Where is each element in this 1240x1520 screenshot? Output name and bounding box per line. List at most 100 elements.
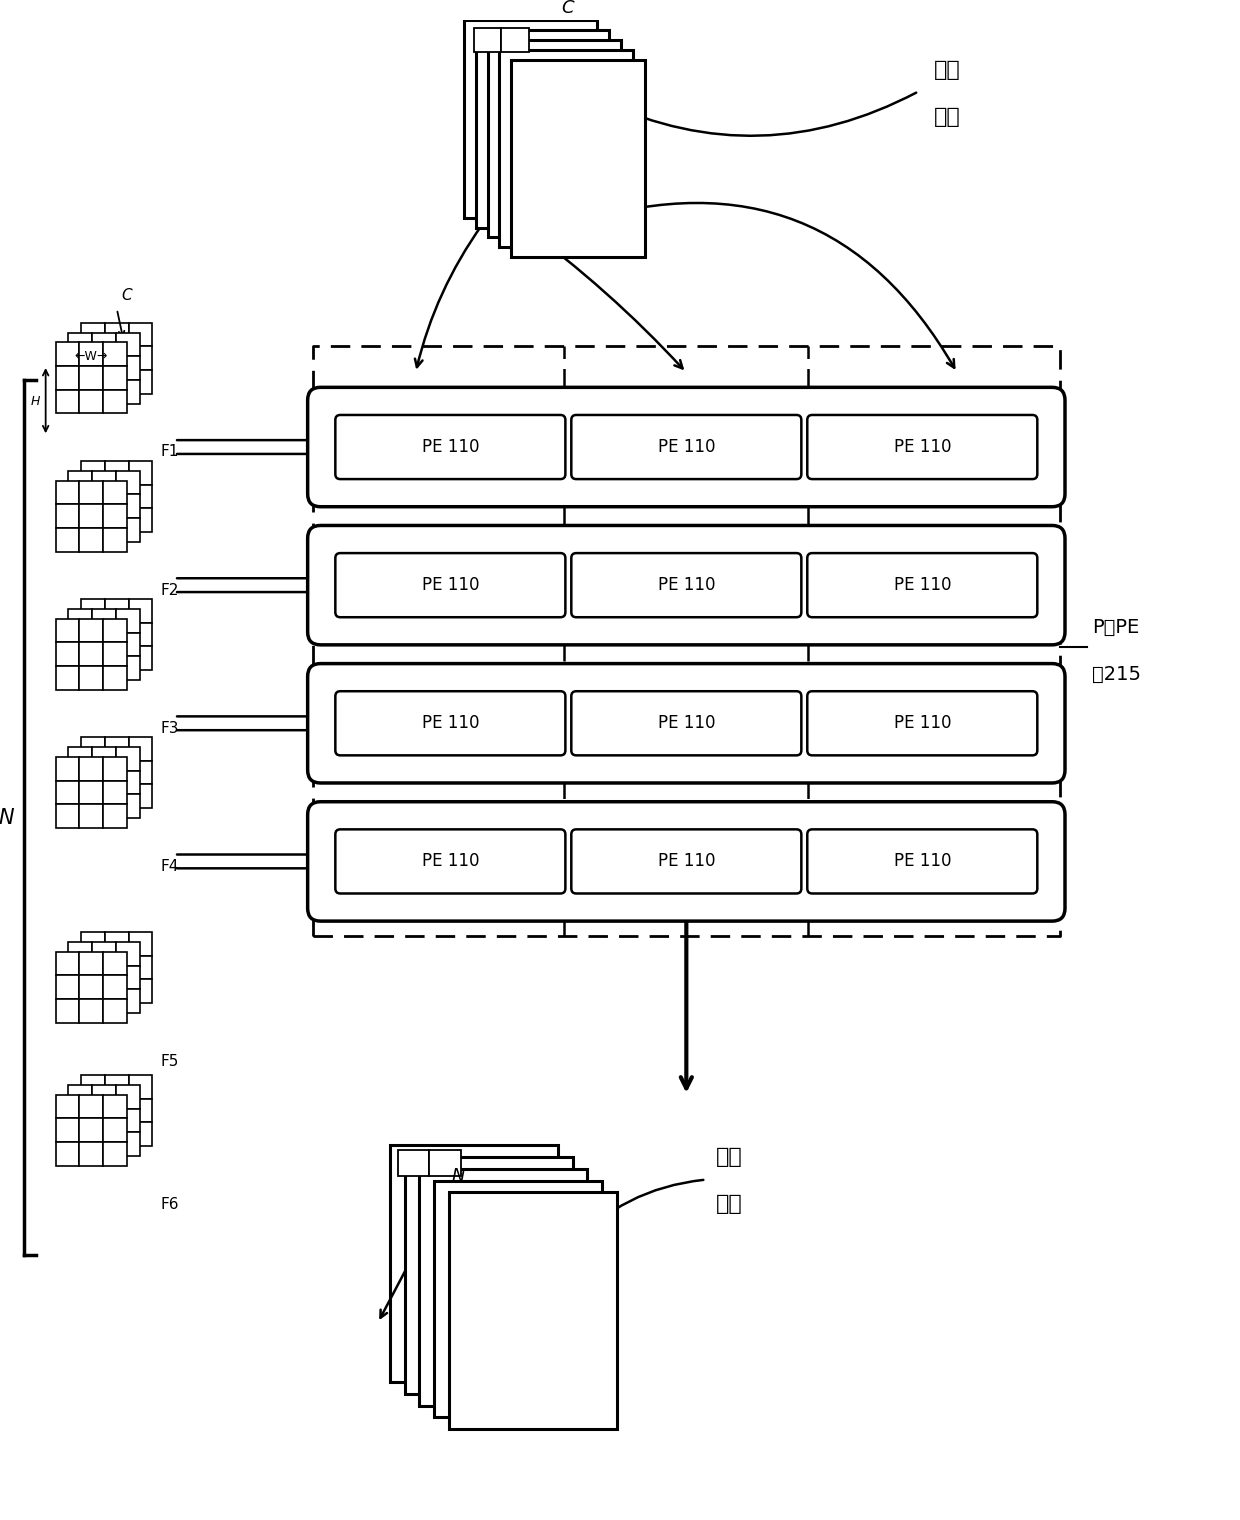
Bar: [68, 494, 92, 518]
Bar: [82, 737, 105, 762]
Bar: [56, 643, 79, 666]
Bar: [115, 657, 140, 679]
Bar: [103, 976, 126, 999]
Bar: [129, 599, 153, 623]
Bar: [419, 1169, 588, 1406]
Bar: [129, 932, 153, 956]
Bar: [82, 347, 105, 369]
Bar: [105, 599, 129, 623]
Text: 组215: 组215: [1091, 664, 1141, 684]
Bar: [56, 952, 79, 976]
Bar: [105, 762, 129, 784]
Bar: [82, 762, 105, 784]
Bar: [68, 632, 92, 657]
Text: F4: F4: [160, 859, 179, 874]
Bar: [68, 610, 92, 632]
Bar: [476, 30, 609, 228]
Bar: [129, 461, 153, 485]
Bar: [105, 737, 129, 762]
FancyBboxPatch shape: [335, 830, 565, 894]
Bar: [500, 50, 632, 248]
FancyBboxPatch shape: [308, 388, 1065, 506]
Bar: [68, 1132, 92, 1155]
Text: F2: F2: [160, 582, 179, 597]
Bar: [129, 508, 153, 532]
Bar: [79, 480, 103, 505]
Text: PE 110: PE 110: [422, 714, 479, 733]
Bar: [79, 366, 103, 389]
Text: F6: F6: [160, 1196, 179, 1211]
Bar: [68, 471, 92, 494]
Bar: [82, 322, 105, 347]
Text: N: N: [453, 1167, 465, 1186]
Text: 输出: 输出: [715, 1148, 743, 1167]
Bar: [56, 976, 79, 999]
Bar: [79, 1119, 103, 1142]
Bar: [68, 795, 92, 818]
Bar: [105, 932, 129, 956]
Text: C: C: [122, 287, 133, 302]
Bar: [129, 1099, 153, 1122]
Bar: [129, 646, 153, 670]
Bar: [82, 646, 105, 670]
Bar: [115, 1132, 140, 1155]
Bar: [79, 505, 103, 527]
Text: PE 110: PE 110: [657, 714, 715, 733]
Text: PE 110: PE 110: [894, 714, 951, 733]
Bar: [103, 666, 126, 690]
Bar: [56, 757, 79, 780]
Bar: [501, 29, 529, 52]
Bar: [79, 619, 103, 643]
Bar: [92, 1085, 115, 1108]
Bar: [68, 1108, 92, 1132]
Bar: [115, 1085, 140, 1108]
Bar: [56, 666, 79, 690]
Bar: [79, 804, 103, 828]
Bar: [129, 979, 153, 1003]
Bar: [115, 610, 140, 632]
Bar: [105, 1075, 129, 1099]
Bar: [56, 780, 79, 804]
Text: PE 110: PE 110: [894, 438, 951, 456]
Bar: [115, 795, 140, 818]
Bar: [82, 956, 105, 979]
Text: P个PE: P个PE: [1091, 617, 1140, 637]
FancyBboxPatch shape: [335, 692, 565, 755]
Bar: [82, 932, 105, 956]
Bar: [82, 508, 105, 532]
Bar: [68, 333, 92, 356]
Bar: [92, 494, 115, 518]
Bar: [92, 795, 115, 818]
Text: PE 110: PE 110: [422, 576, 479, 594]
Bar: [68, 356, 92, 380]
Bar: [82, 1075, 105, 1099]
Bar: [129, 784, 153, 809]
Bar: [56, 505, 79, 527]
Bar: [92, 380, 115, 404]
Bar: [56, 999, 79, 1023]
Bar: [92, 610, 115, 632]
Bar: [92, 990, 115, 1012]
Bar: [115, 965, 140, 990]
Bar: [429, 1151, 461, 1175]
Bar: [68, 1085, 92, 1108]
Text: C: C: [562, 0, 574, 17]
Bar: [105, 461, 129, 485]
Bar: [129, 956, 153, 979]
Bar: [79, 757, 103, 780]
Text: 激活: 激活: [934, 106, 960, 128]
Text: H: H: [31, 395, 41, 409]
Bar: [129, 762, 153, 784]
Bar: [56, 619, 79, 643]
Bar: [56, 389, 79, 413]
Bar: [79, 342, 103, 366]
Bar: [115, 1108, 140, 1132]
Bar: [79, 952, 103, 976]
Bar: [434, 1181, 603, 1417]
Bar: [105, 369, 129, 394]
Bar: [103, 1119, 126, 1142]
Bar: [129, 623, 153, 646]
Bar: [129, 737, 153, 762]
Bar: [79, 999, 103, 1023]
Bar: [105, 646, 129, 670]
